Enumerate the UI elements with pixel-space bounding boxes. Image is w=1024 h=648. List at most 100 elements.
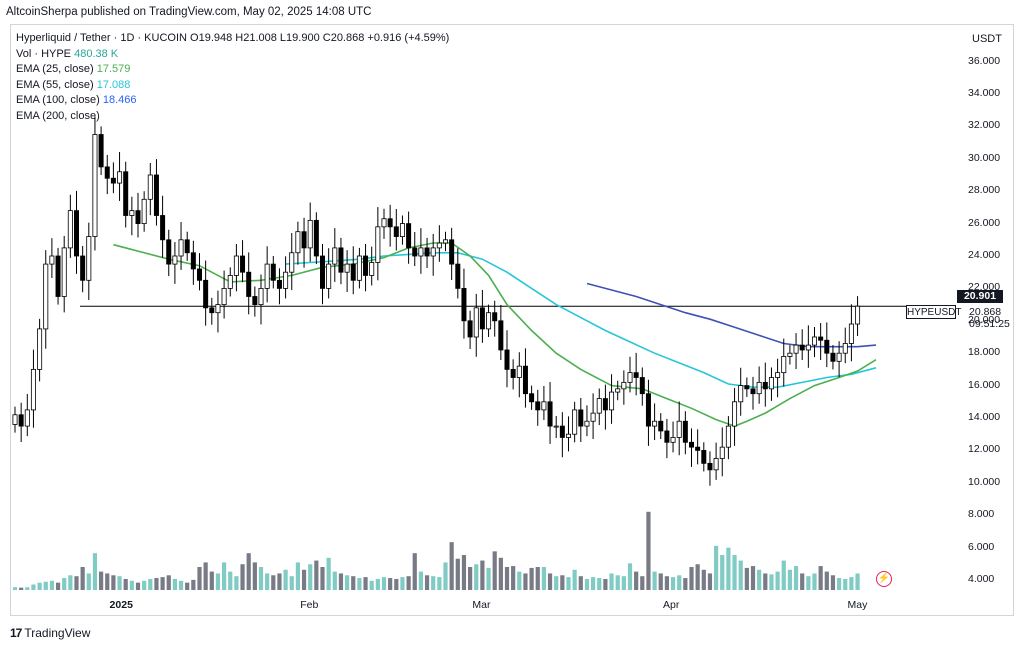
volume-bar (517, 571, 522, 590)
volume-bar (240, 564, 245, 590)
volume-bar (277, 573, 282, 590)
volume-bar (627, 563, 633, 590)
candle-body (196, 268, 202, 281)
volume-bar (504, 567, 510, 590)
volume-bar (418, 571, 423, 590)
volume-bar (191, 579, 196, 590)
legend-ema55-row[interactable]: EMA (55, close) 17.088 (16, 78, 449, 94)
candle-body (670, 437, 676, 443)
candle-body (836, 352, 842, 362)
candle-body (412, 247, 418, 257)
volume-bar (609, 573, 614, 590)
candle-body (30, 368, 36, 411)
volume-bar (338, 573, 344, 590)
candle-body (596, 398, 602, 414)
volume-bar (683, 578, 688, 590)
legend-ema25-row[interactable]: EMA (25, close) 17.579 (16, 62, 449, 78)
candle-body (707, 462, 713, 471)
candle-body (701, 449, 707, 464)
ema100-value: 18.466 (102, 94, 137, 107)
volume-bar (375, 578, 380, 590)
candle-body (399, 223, 405, 237)
candle-body (233, 255, 239, 276)
candle-body (486, 312, 492, 330)
tv-logo-icon: 17 (10, 626, 22, 640)
candle-body (510, 368, 516, 378)
current-price: 20.868 (969, 306, 1002, 318)
volume-bar (166, 575, 171, 590)
volume-bar (99, 571, 104, 590)
candle-body (461, 287, 467, 322)
candle-body (768, 377, 774, 390)
volume-bar (62, 578, 67, 590)
axis-unit-label[interactable]: USDT (972, 33, 1002, 45)
candle-body (74, 210, 80, 257)
legend-ema200-row[interactable]: EMA (200, close) (16, 109, 449, 125)
volume-bar (757, 569, 762, 590)
ema200-label: EMA (200, close) (16, 109, 100, 122)
volume-bar (486, 567, 491, 590)
volume-bar (142, 580, 147, 590)
candle-body (762, 381, 768, 390)
candle-body (147, 174, 153, 200)
legend-volume-row[interactable]: Vol · HYPE 480.38 K (16, 47, 449, 63)
legend-title-row[interactable]: Hyperliquid / Tether · 1D · KUCOIN O19.9… (16, 31, 449, 47)
candle-body (498, 320, 504, 351)
candle-body (467, 320, 473, 338)
ema25-value: 17.579 (96, 63, 131, 76)
candle-body (658, 420, 664, 432)
candle-body (750, 388, 756, 395)
candle-body (270, 263, 276, 281)
candle-body (227, 275, 233, 289)
volume-bar (111, 575, 116, 590)
volume-bar (670, 577, 676, 590)
candle-body (375, 226, 381, 263)
volume-bar (326, 557, 331, 590)
candle-body (301, 231, 307, 249)
candle-body (344, 263, 350, 273)
candle-body (332, 247, 338, 265)
volume-bar (695, 564, 700, 590)
candle-body (393, 226, 399, 237)
candle-body (61, 247, 67, 297)
lightning-icon[interactable]: ⚡ (876, 571, 892, 587)
volume-bar (400, 577, 405, 590)
candle-body (18, 414, 24, 427)
candle-body (609, 391, 615, 411)
volume-bar (449, 542, 454, 590)
time-tick-label: May (847, 599, 868, 611)
price-tick-label: 26.000 (968, 216, 1001, 229)
candle-body (264, 263, 270, 289)
volume-bar (806, 576, 811, 590)
time-tick-label: 2025 (109, 599, 133, 611)
volume-bar (363, 577, 368, 590)
volume-bar (726, 547, 731, 590)
legend-ema100-row[interactable]: EMA (100, close) 18.466 (16, 93, 449, 109)
candle-body (602, 398, 608, 411)
volume-bar (837, 578, 842, 590)
volume-bar (646, 511, 651, 590)
candle-body (369, 262, 375, 276)
volume-bar (154, 578, 159, 590)
volume-bar (185, 582, 190, 590)
volume-bar (332, 571, 337, 590)
time-tick-label: Apr (663, 599, 680, 611)
symbol-title[interactable]: Hyperliquid / Tether · 1D · KUCOIN (16, 32, 187, 44)
volume-bar (535, 567, 540, 590)
volume-bar (615, 575, 620, 590)
volume-bar (480, 560, 485, 590)
ohlc-values: O19.948 H21.008 L19.900 C20.868 +0.916 (… (190, 32, 450, 44)
candle-body (55, 255, 61, 297)
volume-bar (750, 566, 756, 590)
volume-bar (566, 577, 571, 590)
volume-bar (351, 576, 356, 590)
volume-bar (634, 571, 639, 590)
candle-body (307, 219, 313, 249)
volume-bar (86, 573, 91, 590)
candle-body (479, 307, 485, 330)
volume-bar (388, 578, 393, 590)
tradingview-logo: 17 TradingView (10, 626, 91, 640)
candle-body (547, 401, 553, 427)
volume-bar (258, 567, 264, 590)
